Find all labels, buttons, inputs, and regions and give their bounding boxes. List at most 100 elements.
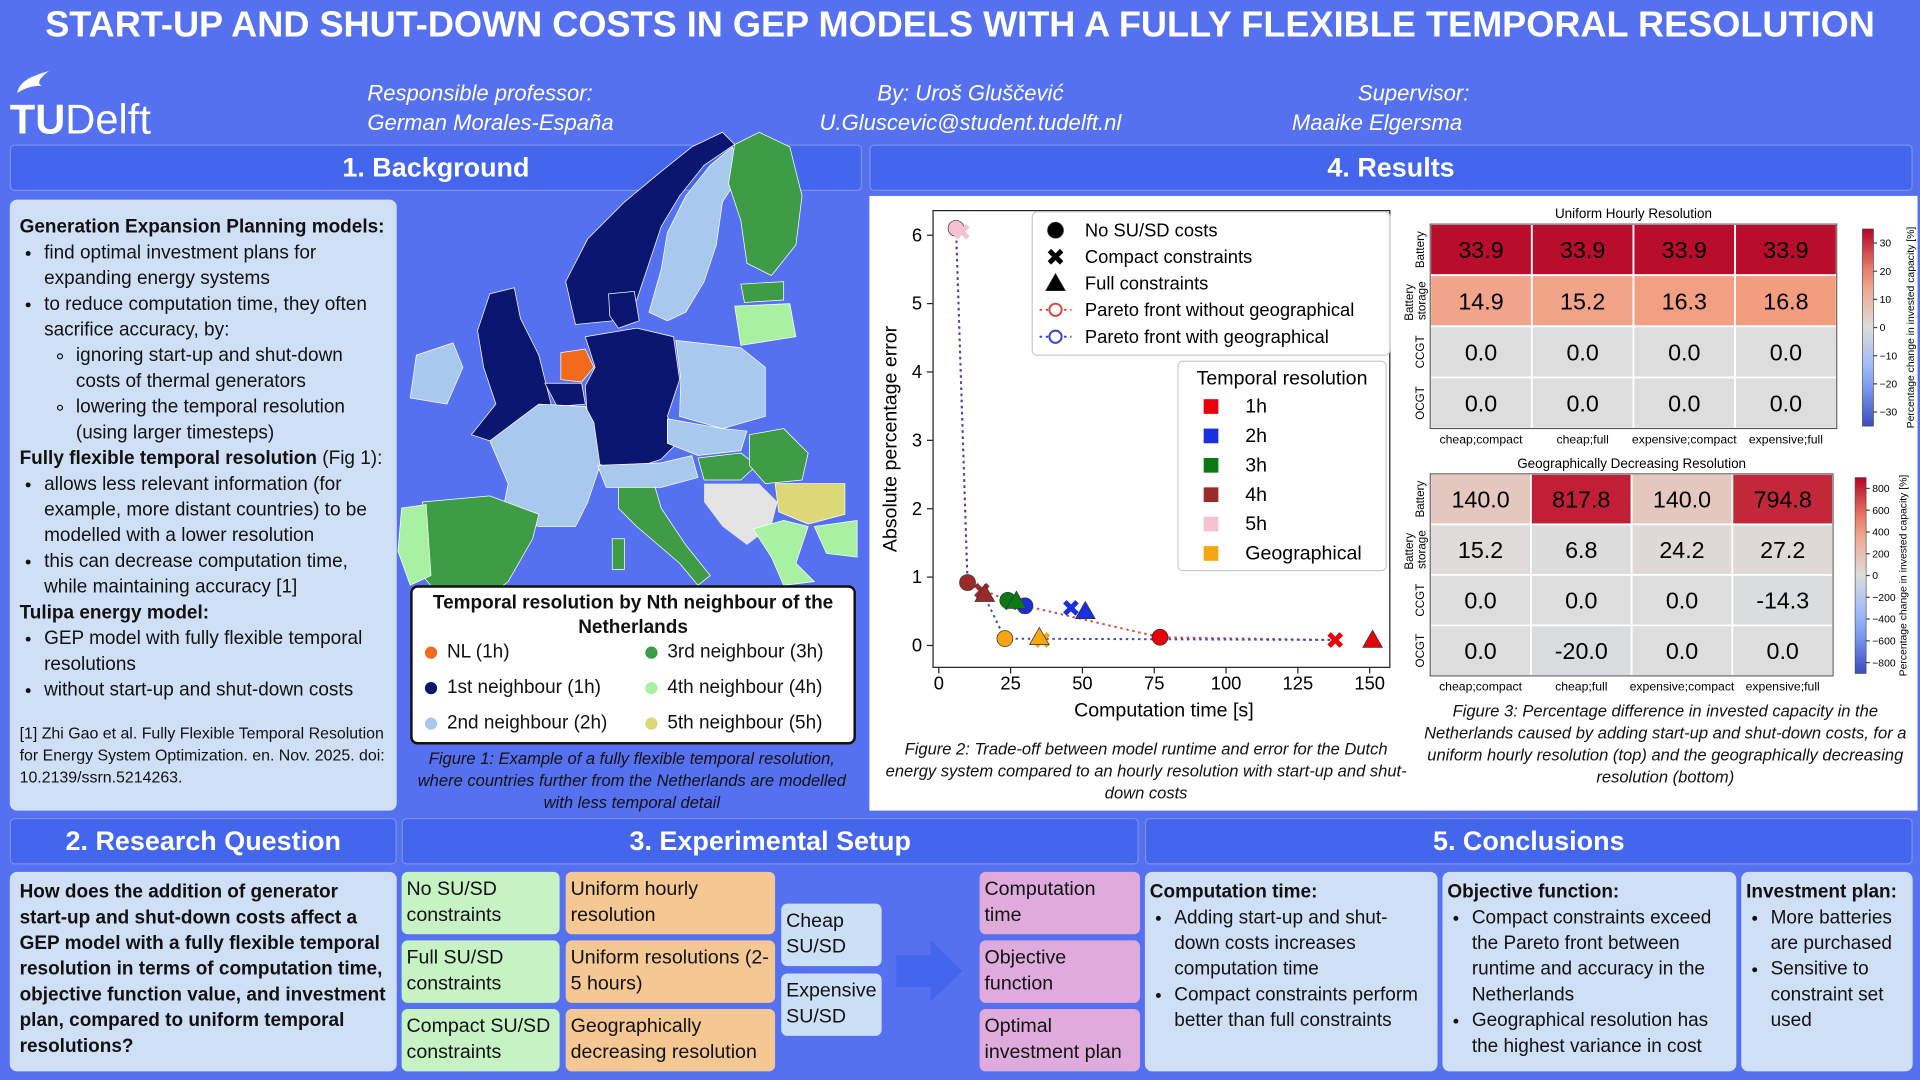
x-tick-label: 150 xyxy=(1354,672,1385,693)
list: Compact constraints exceed the Pareto fr… xyxy=(1447,905,1731,1059)
cell-label: 0.0 xyxy=(1465,391,1497,417)
colorbar-tick-label: 30 xyxy=(1880,239,1892,250)
cell-label: -14.3 xyxy=(1756,588,1809,614)
legend-label: 2nd neighbour (2h) xyxy=(446,712,608,734)
y-category-label: OCGT xyxy=(1414,386,1427,420)
heatmap-cell xyxy=(1530,274,1635,328)
heatmap-cell xyxy=(1429,472,1532,526)
block-title: Tulipa energy model: xyxy=(19,602,210,624)
legend-box xyxy=(1177,360,1387,572)
colorbar-tick-label: −600 xyxy=(1872,636,1896,647)
point xyxy=(1028,626,1050,645)
y-category-label: Battery storage xyxy=(1403,530,1428,570)
legend-label: 1st neighbour (1h) xyxy=(446,677,601,698)
heatmap-cell xyxy=(1632,223,1737,277)
cell-label: 0.0 xyxy=(1464,638,1496,664)
x-tick-label: 100 xyxy=(1211,672,1242,693)
country xyxy=(489,403,601,527)
cell-label: 0.0 xyxy=(1770,339,1802,365)
heatmap-cell xyxy=(1630,573,1734,627)
country xyxy=(728,131,803,276)
colorbar-tick-label: 600 xyxy=(1872,506,1890,517)
research-question: How does the addition of generator start… xyxy=(9,871,397,1072)
list-item: Adding start-up and shut-down costs incr… xyxy=(1174,905,1432,982)
cell-label: -20.0 xyxy=(1555,638,1608,664)
legend-item: 3rd neighbour (3h) xyxy=(645,642,824,664)
point xyxy=(1327,632,1344,648)
cell-label: 0.0 xyxy=(1767,638,1799,664)
section-heading: 3. Experimental Setup xyxy=(401,817,1139,865)
country xyxy=(740,281,785,303)
heatmap-cell xyxy=(1630,523,1734,576)
y-tick-label: 0 xyxy=(912,635,922,656)
list-item: Compact constraints exceed the Pareto fr… xyxy=(1472,905,1732,1008)
legend-item: NL (1h) xyxy=(424,642,510,664)
x-category-label: cheap;compact xyxy=(1440,432,1524,446)
colorbar-tick-label: 400 xyxy=(1872,528,1890,539)
x-tick-label: 0 xyxy=(934,672,944,693)
legend-label: 4h xyxy=(1245,484,1267,506)
heatmap-frame xyxy=(1429,223,1838,430)
country xyxy=(608,291,640,329)
cell-label: 33.9 xyxy=(1458,237,1503,263)
legend-swatch xyxy=(424,717,438,730)
block-title: Computation time: xyxy=(1149,881,1318,903)
legend-swatch xyxy=(1203,428,1219,444)
list-item: More batteries are purchased xyxy=(1771,905,1908,956)
setup-box: Uniform hourly resolution xyxy=(565,871,776,935)
setup-box: Geographically decreasing resolution xyxy=(565,1008,776,1072)
map-legend-title: Temporal resolution by Nth neighbour of … xyxy=(432,592,834,638)
x-category-label: expensive;compact xyxy=(1632,432,1737,446)
country xyxy=(675,339,766,429)
country xyxy=(697,452,758,481)
point xyxy=(953,223,970,240)
y-tick-label: 2 xyxy=(912,498,922,519)
legend-label: 1h xyxy=(1245,396,1267,418)
legend-swatch xyxy=(424,682,438,695)
legend-swatch xyxy=(1203,487,1219,503)
legend-swatch xyxy=(645,646,658,659)
legend-marker xyxy=(1048,329,1063,344)
cell-label: 0.0 xyxy=(1565,588,1597,614)
heatmap-cell xyxy=(1530,223,1635,277)
conclusion-panel: Objective function:Compact constraints e… xyxy=(1442,871,1737,1072)
point xyxy=(996,630,1014,647)
caption: Figure 2: Trade-off between model runtim… xyxy=(885,739,1407,803)
colorbar xyxy=(1854,477,1867,674)
cell-label: 16.3 xyxy=(1662,288,1707,314)
poster-title: START-UP AND SHUT-DOWN COSTS IN GEP MODE… xyxy=(45,4,1875,46)
list-item: to reduce computation time, they often s… xyxy=(44,291,387,445)
x-category-label: cheap;full xyxy=(1556,432,1608,446)
y-category-label: CCGT xyxy=(1414,584,1427,617)
pareto-front xyxy=(955,228,1336,641)
logo-flame xyxy=(17,71,49,94)
y-category-label: OCGT xyxy=(1414,634,1427,668)
legend-swatch xyxy=(1203,399,1219,414)
country xyxy=(813,519,858,558)
x-category-label: cheap;compact xyxy=(1439,680,1523,694)
arrow xyxy=(896,940,963,1002)
country xyxy=(544,382,586,407)
list: More batteries are purchasedSensitive to… xyxy=(1746,905,1908,1034)
map xyxy=(397,131,858,603)
country xyxy=(749,428,809,485)
y-axis-label: Absolute percentage error xyxy=(879,325,901,552)
y-tick-label: 1 xyxy=(912,566,922,587)
colorbar-tick-label: −400 xyxy=(1872,615,1896,626)
label-line: storage xyxy=(1415,281,1428,320)
list: GEP model with fully flexible temporal r… xyxy=(20,626,387,703)
list-item: Geographical resolution has the highest … xyxy=(1472,1008,1732,1059)
cell-label: 15.2 xyxy=(1560,288,1605,314)
setup-box: Optimal investment plan xyxy=(979,1008,1141,1072)
legend-label: 5th neighbour (5h) xyxy=(667,712,823,734)
legend-label: Pareto front without geographical xyxy=(1085,299,1354,320)
supervisor-label: Supervisor: xyxy=(1357,80,1470,106)
colorbar-tick-label: −10 xyxy=(1880,351,1898,362)
caption: Figure 1: Example of a fully flexible te… xyxy=(417,749,846,812)
y-category-label: Battery xyxy=(1414,231,1427,268)
cell-label: 0.0 xyxy=(1465,339,1497,365)
legend-marker xyxy=(1045,272,1066,292)
author: By: Uroš Gluščević xyxy=(877,80,1064,106)
cell-label: 0.0 xyxy=(1464,588,1496,614)
cell-label: 0.0 xyxy=(1668,339,1700,365)
